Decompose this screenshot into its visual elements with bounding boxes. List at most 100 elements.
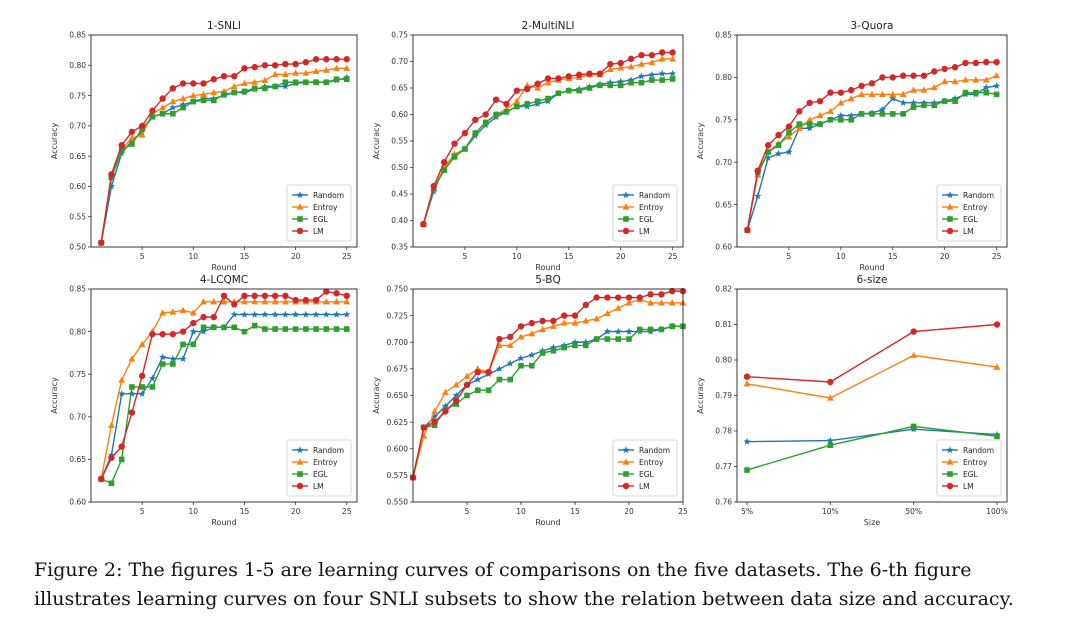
data-point	[920, 86, 928, 93]
data-point	[431, 418, 438, 426]
data-point	[517, 333, 525, 340]
data-point	[210, 324, 217, 331]
data-point	[251, 322, 258, 329]
legend-item-egl: EGL	[618, 470, 655, 479]
data-point	[617, 77, 625, 85]
data-point	[658, 326, 665, 333]
data-point	[159, 309, 167, 316]
data-point	[453, 397, 460, 405]
data-point	[973, 89, 979, 96]
data-point	[669, 287, 676, 295]
data-point	[261, 62, 269, 69]
data-point	[962, 59, 969, 67]
legend-marker	[296, 482, 304, 490]
legend-marker	[296, 191, 304, 199]
data-point	[775, 131, 782, 139]
data-point	[118, 443, 125, 450]
chart-title: 5-BQ	[535, 274, 561, 286]
data-point	[281, 298, 289, 305]
data-point	[962, 89, 969, 96]
data-point	[607, 60, 614, 68]
y-tick-label: 0.55	[391, 137, 408, 146]
data-point	[430, 182, 437, 190]
data-point	[303, 79, 309, 86]
data-point	[241, 328, 248, 335]
data-point	[931, 102, 938, 109]
data-point	[827, 89, 834, 96]
data-point	[333, 298, 340, 305]
legend-label: EGL	[963, 470, 979, 479]
legend: Random Entroy EGL LM	[286, 184, 352, 242]
x-tick-label: 5	[463, 252, 468, 261]
legend-label: LM	[639, 227, 650, 236]
data-point	[606, 65, 614, 73]
data-point	[159, 104, 167, 111]
series-lm	[743, 321, 1001, 386]
data-point	[322, 298, 330, 305]
data-point	[139, 384, 145, 390]
data-point	[534, 80, 541, 87]
data-point	[785, 133, 793, 140]
data-point	[550, 322, 557, 329]
data-point	[847, 95, 855, 102]
data-point	[941, 98, 948, 104]
data-point	[169, 98, 177, 105]
legend-marker	[946, 458, 954, 465]
data-point	[282, 79, 289, 86]
data-point	[128, 355, 136, 362]
data-point	[514, 103, 520, 110]
series-lm	[98, 288, 350, 483]
data-point	[972, 76, 980, 83]
legend-marker	[946, 482, 954, 490]
data-point	[648, 70, 656, 78]
data-point	[604, 294, 611, 301]
data-point	[993, 58, 1000, 66]
figure-caption: Figure 2: The figures 1-5 are learning c…	[34, 559, 1014, 610]
series-egl	[744, 423, 1000, 473]
data-point	[900, 111, 906, 117]
x-tick-label: 25	[342, 507, 352, 516]
data-point	[230, 310, 238, 318]
y-tick-label: 0.55	[69, 212, 86, 221]
legend-item-random: Random	[618, 446, 670, 455]
data-point	[647, 299, 654, 306]
data-point	[539, 325, 546, 333]
legend-marker	[947, 216, 953, 222]
legend-item-lm: LM	[292, 227, 324, 236]
data-point	[615, 294, 622, 301]
data-point	[482, 111, 489, 118]
data-point	[493, 111, 499, 118]
x-tick-label: 25	[992, 252, 1002, 261]
data-point	[910, 86, 917, 93]
data-point	[774, 149, 783, 157]
data-point	[982, 83, 990, 91]
y-tick-label: 0.65	[715, 200, 732, 209]
data-point	[430, 413, 439, 420]
legend-box	[286, 439, 352, 497]
data-point	[108, 454, 115, 461]
y-tick-label: 0.77	[715, 462, 732, 471]
data-point	[251, 85, 258, 92]
data-point	[910, 328, 917, 335]
data-point	[485, 368, 492, 376]
data-point	[313, 79, 319, 86]
data-point	[210, 97, 217, 104]
legend: Random Entroy EGL LM	[286, 439, 352, 497]
data-point	[333, 326, 340, 332]
data-point	[826, 436, 834, 444]
y-tick-label: 0.70	[69, 413, 86, 422]
chart-panel-6-size: 6-size 0.76 0.77 0.78 0.79 0.80 0.81 0.82 5% 10% 5…	[696, 274, 1008, 527]
data-point	[282, 60, 289, 68]
data-point	[485, 387, 492, 393]
data-point	[889, 94, 897, 102]
legend: Random Entroy EGL LM	[936, 439, 1002, 497]
data-point	[474, 375, 482, 383]
y-tick-label: 0.725	[387, 311, 409, 320]
data-point	[169, 355, 177, 362]
legend-marker	[946, 191, 954, 199]
data-point	[271, 62, 279, 69]
data-point	[555, 90, 562, 97]
data-point	[607, 82, 614, 89]
legend-label: LM	[963, 482, 974, 491]
legend-label: LM	[313, 482, 324, 491]
